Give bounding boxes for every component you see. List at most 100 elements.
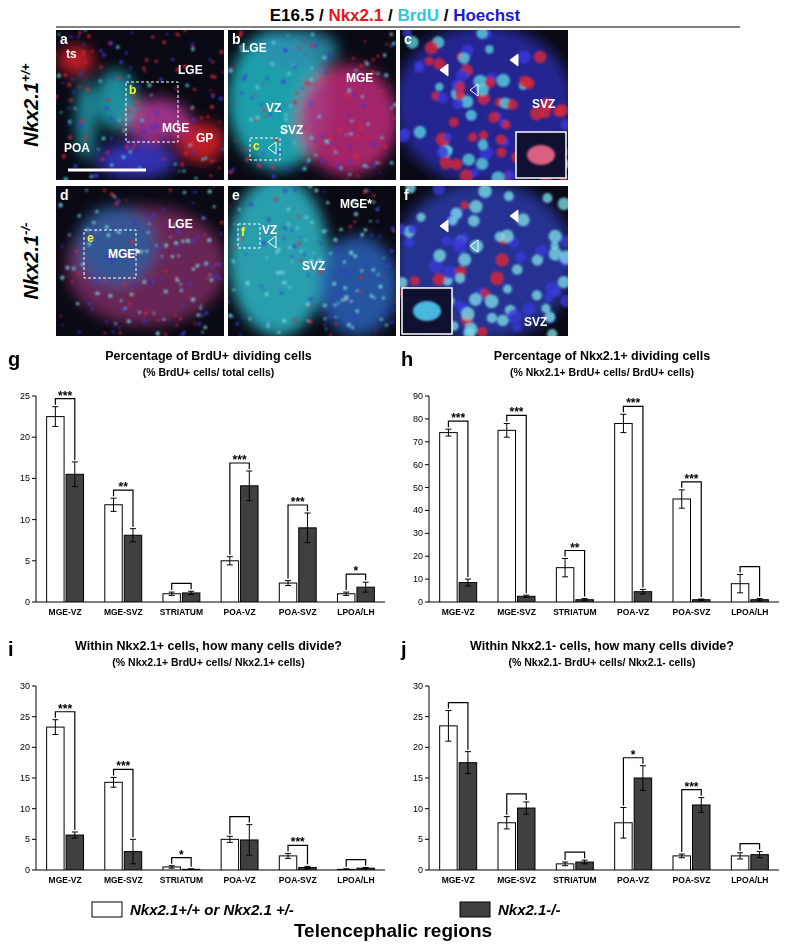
error-cap [504, 437, 510, 438]
error-cap [737, 592, 743, 593]
significance-bracket [682, 482, 702, 597]
nucleus [343, 286, 347, 290]
y-tick [32, 808, 36, 809]
y-tick-label: 80 [413, 414, 423, 424]
nucleus [92, 221, 96, 225]
nucleus [307, 149, 309, 151]
error-cap [523, 597, 529, 598]
image-panel [56, 30, 224, 180]
nucleus [534, 51, 547, 64]
nucleus [337, 302, 340, 305]
bar [124, 535, 141, 602]
nucleus [178, 108, 181, 111]
nucleus [310, 66, 313, 69]
bar [357, 868, 374, 870]
panel-letter: j [400, 638, 407, 660]
header-part: / [383, 6, 397, 25]
nucleus [108, 294, 112, 298]
bar [673, 856, 691, 870]
category-label: MGE-SVZ [104, 607, 143, 617]
panel-letter: a [60, 31, 68, 47]
nucleus [417, 213, 426, 222]
error-cap [620, 838, 626, 839]
nucleus [359, 64, 363, 68]
error-cap [562, 865, 568, 866]
nucleus [392, 41, 396, 45]
nucleus [560, 250, 568, 264]
category-label: LPOA/LH [337, 607, 374, 617]
significance-bracket [623, 758, 643, 806]
nucleus [372, 142, 376, 146]
significance-bracket [682, 790, 702, 852]
nucleus [463, 154, 475, 166]
nucleus [70, 78, 73, 81]
nucleus [180, 332, 184, 336]
nucleus [260, 285, 262, 287]
nucleus [203, 217, 206, 220]
nucleus [294, 188, 297, 191]
bars [47, 407, 375, 602]
arrowhead [268, 236, 276, 248]
y-tick [32, 519, 36, 520]
error-cap [640, 593, 646, 594]
legend-label: Nkx2.1-/- [498, 901, 561, 918]
inset-image [516, 132, 566, 178]
nucleus [318, 115, 321, 118]
nucleus [350, 119, 353, 122]
nucleus [212, 61, 215, 64]
nucleus [314, 188, 318, 192]
nucleus [291, 255, 293, 257]
region-label: LGE [178, 63, 203, 77]
nucleus [134, 124, 137, 127]
error-line [74, 832, 75, 838]
y-tick-label: 10 [20, 804, 30, 814]
category-label: MGE-VZ [49, 875, 82, 885]
nucleus [349, 250, 353, 254]
nucleus [249, 318, 252, 321]
nucleus [297, 242, 300, 245]
nucleus [208, 58, 211, 61]
significance: *** [116, 759, 130, 773]
nucleus [73, 267, 75, 269]
nucleus [478, 186, 492, 198]
error-cap [562, 862, 568, 863]
nucleus [442, 236, 452, 246]
significance-bracket [507, 415, 527, 593]
region-label: MGE* [340, 197, 372, 211]
error-cap [445, 710, 451, 711]
nucleus [183, 191, 186, 194]
error-cap [130, 528, 136, 529]
nucleus [323, 304, 327, 308]
nucleus [207, 238, 211, 242]
inset-letter: b [129, 83, 136, 97]
nucleus [193, 241, 196, 244]
nucleus [324, 323, 327, 326]
nucleus [219, 50, 223, 54]
nucleus [291, 229, 294, 232]
error-cap [304, 542, 310, 543]
error-cap [285, 580, 291, 581]
header-part: Nkx2.1 [328, 6, 383, 25]
nucleus [154, 313, 156, 315]
error-cap [465, 579, 471, 580]
bar [66, 474, 83, 602]
nucleus [466, 110, 477, 121]
nucleus [286, 167, 289, 170]
x-axis-label: Telencephalic regions [294, 920, 492, 941]
tissue [400, 186, 568, 336]
tissue [96, 142, 176, 178]
nucleus [307, 274, 310, 277]
nucleus [306, 302, 310, 306]
nucleus [95, 210, 98, 213]
nucleus [266, 77, 269, 80]
error-cap [72, 461, 78, 462]
error-cap [343, 592, 349, 593]
y-tick-label: 20 [413, 742, 423, 752]
nucleus [121, 307, 125, 311]
nucleus [371, 164, 375, 168]
nucleus [390, 33, 393, 36]
significance-bracket [565, 852, 585, 860]
nucleus [205, 146, 208, 149]
error-cap [343, 870, 349, 871]
nucleus [84, 30, 87, 32]
